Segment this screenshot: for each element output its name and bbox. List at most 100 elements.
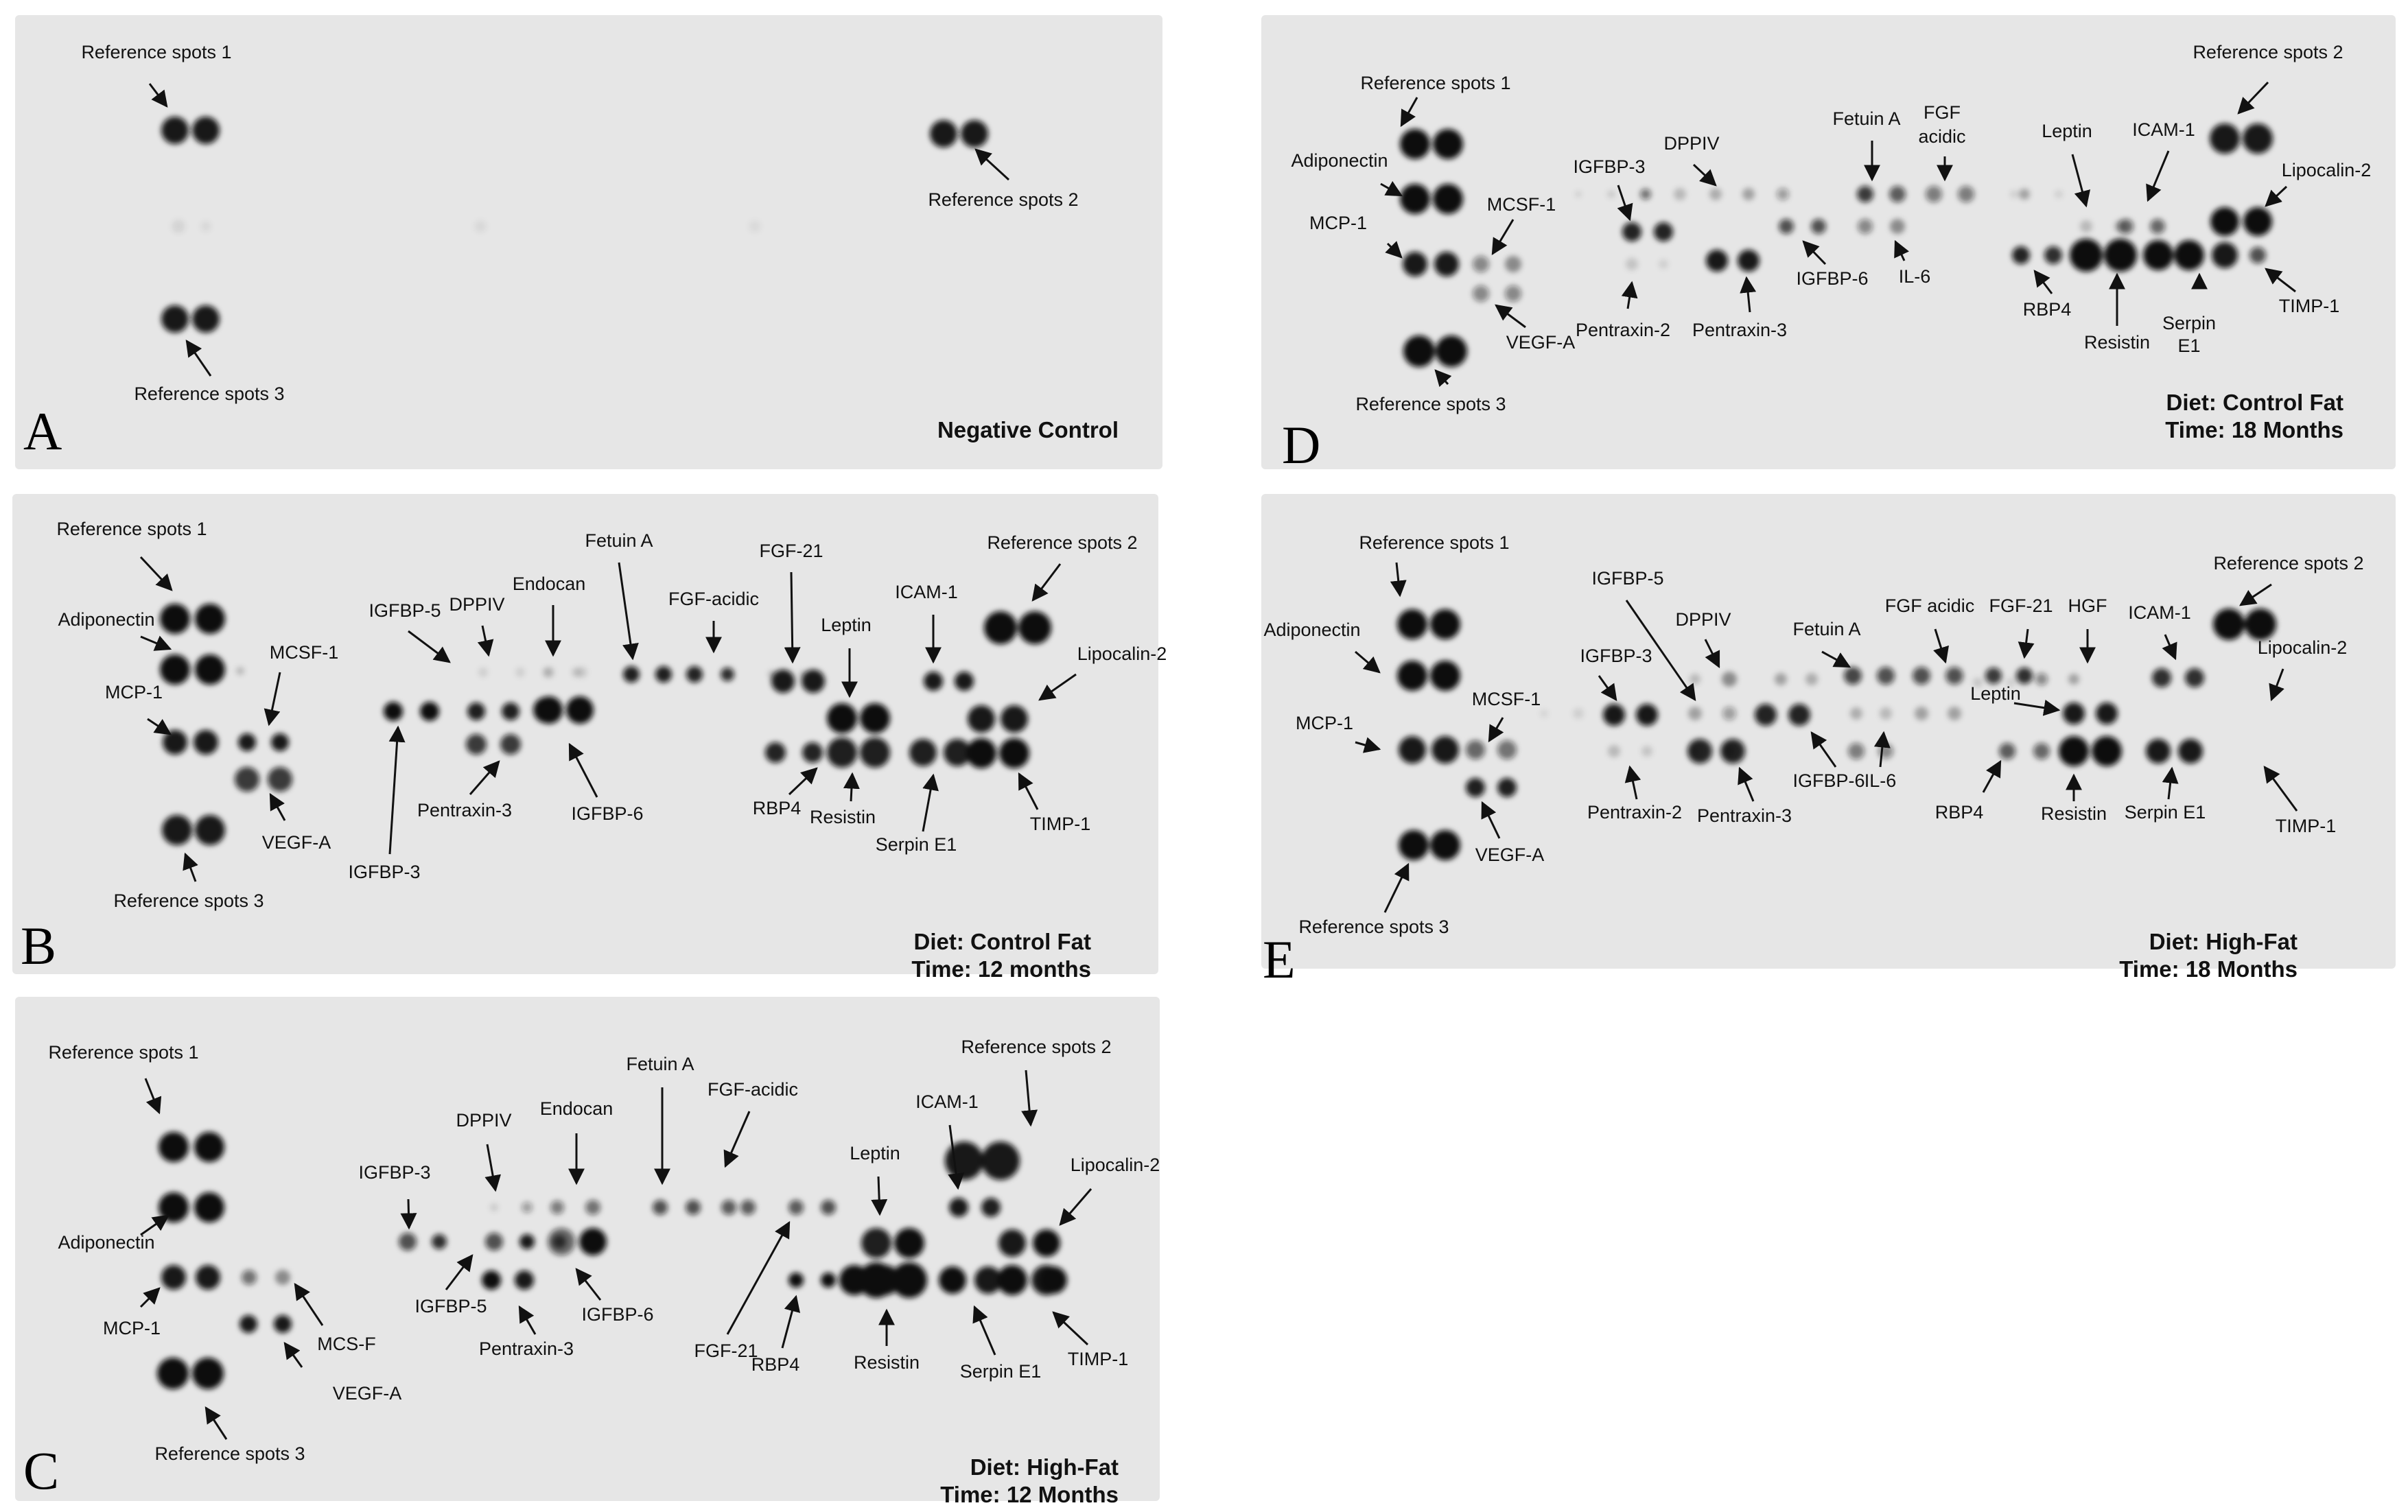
label-arrow	[2146, 150, 2170, 202]
array-spot	[1720, 739, 1745, 764]
array-spot	[997, 1265, 1027, 1295]
analyte-label: Reference spots 3	[1298, 917, 1449, 937]
array-spot	[535, 696, 563, 724]
panel-caption: Time: 12 Months	[940, 1482, 1119, 1507]
array-spot	[195, 815, 225, 845]
analyte-label: Reference spots 2	[2213, 553, 2363, 574]
array-spot	[2104, 239, 2137, 272]
analyte-label: IGFBP-3	[1573, 156, 1645, 177]
array-spot	[860, 737, 890, 768]
membrane-background	[1261, 15, 2396, 469]
analyte-label: Pentraxin-3	[1697, 805, 1792, 826]
analyte-label: Reference spots 1	[1359, 532, 1509, 553]
spot-group	[1400, 123, 2273, 367]
label-arrow	[183, 852, 198, 882]
array-spot	[238, 733, 256, 751]
array-spot	[1473, 285, 1489, 302]
label-arrow	[477, 625, 494, 657]
analyte-label: IGFBP-3	[1580, 646, 1652, 666]
array-spot	[1913, 667, 1930, 685]
label-arrow	[1038, 673, 1077, 701]
array-spot	[566, 696, 594, 724]
array-spot	[159, 1132, 189, 1162]
array-spot	[192, 1358, 224, 1389]
array-spot	[200, 221, 211, 232]
analyte-label: Reference spots 1	[56, 519, 207, 539]
array-spot	[1399, 830, 1429, 860]
array-spot	[1497, 740, 1517, 759]
label-arrow	[1598, 675, 1617, 701]
label-arrow	[140, 635, 172, 651]
label-arrow	[2237, 81, 2269, 115]
array-spot	[1779, 219, 1794, 234]
analyte-label: Fetuin A	[626, 1054, 694, 1074]
array-spot	[1690, 674, 1700, 685]
analyte-label: FGF-21	[1989, 595, 2053, 616]
analyte-label: FGF acidic	[1885, 595, 1975, 616]
label-arrow	[2162, 634, 2177, 661]
label-arrow	[2263, 766, 2298, 812]
array-spot	[2152, 668, 2171, 687]
label-arrow	[1491, 219, 1515, 256]
panel-caption: Diet: High-Fat	[2149, 929, 2298, 954]
array-spot	[1811, 219, 1826, 234]
array-spot	[1858, 219, 1873, 234]
analyte-label: Reference spots 1	[48, 1042, 198, 1063]
analyte-label: TIMP-1	[1030, 814, 1091, 834]
analyte-label: Adiponectin	[58, 1232, 154, 1253]
analyte-label: FGF-acidic	[668, 589, 759, 609]
analyte-label: Resistin	[2084, 332, 2150, 353]
analyte-label: Leptin	[1970, 683, 2021, 704]
array-spot	[1742, 188, 1755, 200]
array-spot	[1573, 708, 1584, 719]
array-spot	[1709, 188, 1722, 200]
array-spot	[268, 767, 292, 792]
array-spot	[939, 1266, 966, 1294]
array-spot	[1880, 707, 1892, 720]
array-spot	[1848, 743, 1865, 759]
analyte-label: IGFBP-6	[581, 1304, 653, 1325]
array-spot	[490, 1203, 498, 1212]
array-spot	[771, 670, 795, 693]
analyte-label: Reference spots 3	[1355, 394, 1506, 414]
analyte-label: FGF-acidic	[708, 1079, 798, 1100]
label-arrow	[148, 83, 168, 108]
analyte-label: MCP-1	[105, 682, 163, 702]
label-arrow	[185, 340, 212, 377]
array-spot	[271, 733, 289, 751]
panel-d: Reference spots 1 Adiponectin MCP-1 MCSF-1 V…	[1261, 15, 2396, 475]
analyte-label: MCSF-1	[1472, 689, 1541, 709]
array-spot	[1973, 678, 1983, 687]
label-arrow	[484, 1144, 502, 1192]
array-spot	[1505, 285, 1521, 302]
array-spot	[467, 702, 485, 720]
array-spot	[974, 1266, 1002, 1294]
array-spot	[1722, 672, 1737, 687]
array-spot	[399, 1233, 417, 1251]
analyte-label: Reference spots 3	[113, 890, 264, 911]
analyte-label: FGF-21	[694, 1340, 758, 1361]
array-spot	[1436, 335, 1467, 367]
analyte-label: Serpin E1	[960, 1361, 1042, 1382]
array-spot	[502, 702, 519, 720]
array-spot	[1505, 256, 1521, 272]
analyte-label: DPPIV	[456, 1110, 511, 1131]
array-spot	[1850, 707, 1862, 720]
array-spot	[1466, 740, 1485, 759]
array-spot	[1636, 704, 1658, 726]
label-arrow	[294, 1283, 324, 1326]
array-spot	[827, 703, 857, 733]
array-spot	[466, 734, 487, 755]
array-spot	[1687, 739, 1712, 764]
array-spot	[157, 1358, 189, 1389]
array-spot	[998, 1229, 1026, 1257]
array-spot	[548, 1228, 575, 1255]
array-spot	[1755, 704, 1777, 726]
array-spot	[721, 1200, 736, 1215]
label-arrow	[618, 562, 639, 661]
analyte-label: Adiponectin	[1291, 150, 1388, 171]
array-spot	[1540, 709, 1548, 718]
array-spot	[1603, 704, 1625, 726]
analyte-label: MCP-1	[103, 1318, 161, 1338]
